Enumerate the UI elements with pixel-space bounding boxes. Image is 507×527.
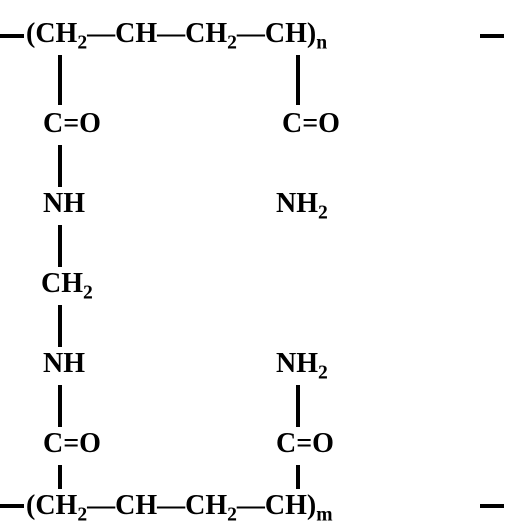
bond-co1-nh xyxy=(58,145,62,187)
label-co4: C=O xyxy=(276,428,334,460)
bond-bot-right-dash xyxy=(480,504,504,508)
bond-nh-ch2 xyxy=(58,225,62,267)
label-nh1: NH xyxy=(43,188,85,220)
label-nh2-top: NH2 xyxy=(276,188,328,225)
bond-ch2-nh xyxy=(58,305,62,347)
bond-co3-bot xyxy=(58,465,62,489)
bond-top-right-dash xyxy=(480,34,504,38)
chemical-structure-diagram: (CH2—CH—CH2—CH)n C=O C=O NH NH2 CH2 NH N… xyxy=(0,0,507,517)
bond-bot-left-dash xyxy=(0,504,24,508)
bond-nh-co3 xyxy=(58,385,62,427)
bond-ch-to-co1 xyxy=(58,55,62,105)
label-ch2-mid: CH2 xyxy=(41,268,93,305)
bond-top-left-dash xyxy=(0,34,24,38)
label-top-chain: (CH2—CH—CH2—CH)n xyxy=(26,18,327,55)
label-nh3: NH xyxy=(43,348,85,380)
label-nh2-bot: NH2 xyxy=(276,348,328,385)
label-co3: C=O xyxy=(43,428,101,460)
bond-co4-bot xyxy=(296,465,300,489)
label-co1: C=O xyxy=(43,108,101,140)
label-bot-chain: (CH2—CH—CH2—CH)m xyxy=(26,490,333,527)
bond-nh2-co4 xyxy=(296,385,300,427)
bond-ch-to-co2 xyxy=(296,55,300,105)
label-co2: C=O xyxy=(282,108,340,140)
